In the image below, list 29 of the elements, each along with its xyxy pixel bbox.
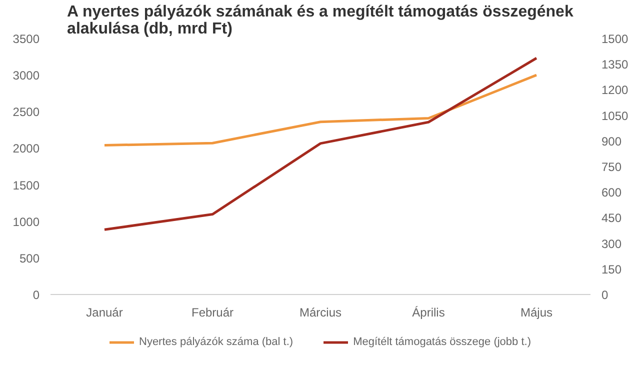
- y2-tick-label: 150: [602, 262, 622, 276]
- chart-title: A nyertes pályázók számának és a megítélt támogatás összegének alakulása (db, mrd Ft): [67, 4, 574, 38]
- x-tick-label: Március: [299, 306, 342, 320]
- y-tick-label: 500: [19, 251, 40, 266]
- line-series: [103, 56, 538, 231]
- y2-tick-label: 600: [602, 186, 622, 200]
- y2-tick-label: 1350: [602, 58, 629, 72]
- x-tick-label: Január: [86, 306, 123, 320]
- legend-label: Nyertes pályázók száma (bal t.): [139, 336, 294, 348]
- x-tick-label: Május: [520, 306, 553, 320]
- y-tick-label: 3000: [12, 68, 40, 83]
- y-tick-label: 1500: [12, 178, 40, 192]
- x-tick-label: Február: [191, 306, 234, 320]
- y2-tick-label: 1200: [602, 83, 629, 98]
- y2-tick-label: 300: [602, 236, 622, 251]
- y2-tick-label: 450: [602, 211, 622, 226]
- y-tick-label: 3500: [12, 32, 40, 46]
- y2-tick-label: 1500: [602, 32, 629, 46]
- y-tick-label: 0: [32, 288, 40, 302]
- y2-tick-label: 1050: [602, 108, 629, 123]
- y-tick-label: 1000: [12, 214, 40, 229]
- y2-tick-label: 750: [602, 160, 622, 174]
- line-series: [103, 74, 538, 147]
- y-tick-label: 2000: [12, 142, 40, 156]
- y2-tick-label: 900: [602, 134, 622, 148]
- legend-label: Megítélt támogatás összege (jobb t.): [353, 336, 531, 348]
- y-tick-label: 2500: [12, 105, 40, 120]
- y2-tick-label: 0: [602, 288, 608, 302]
- x-tick-label: Április: [412, 306, 445, 320]
